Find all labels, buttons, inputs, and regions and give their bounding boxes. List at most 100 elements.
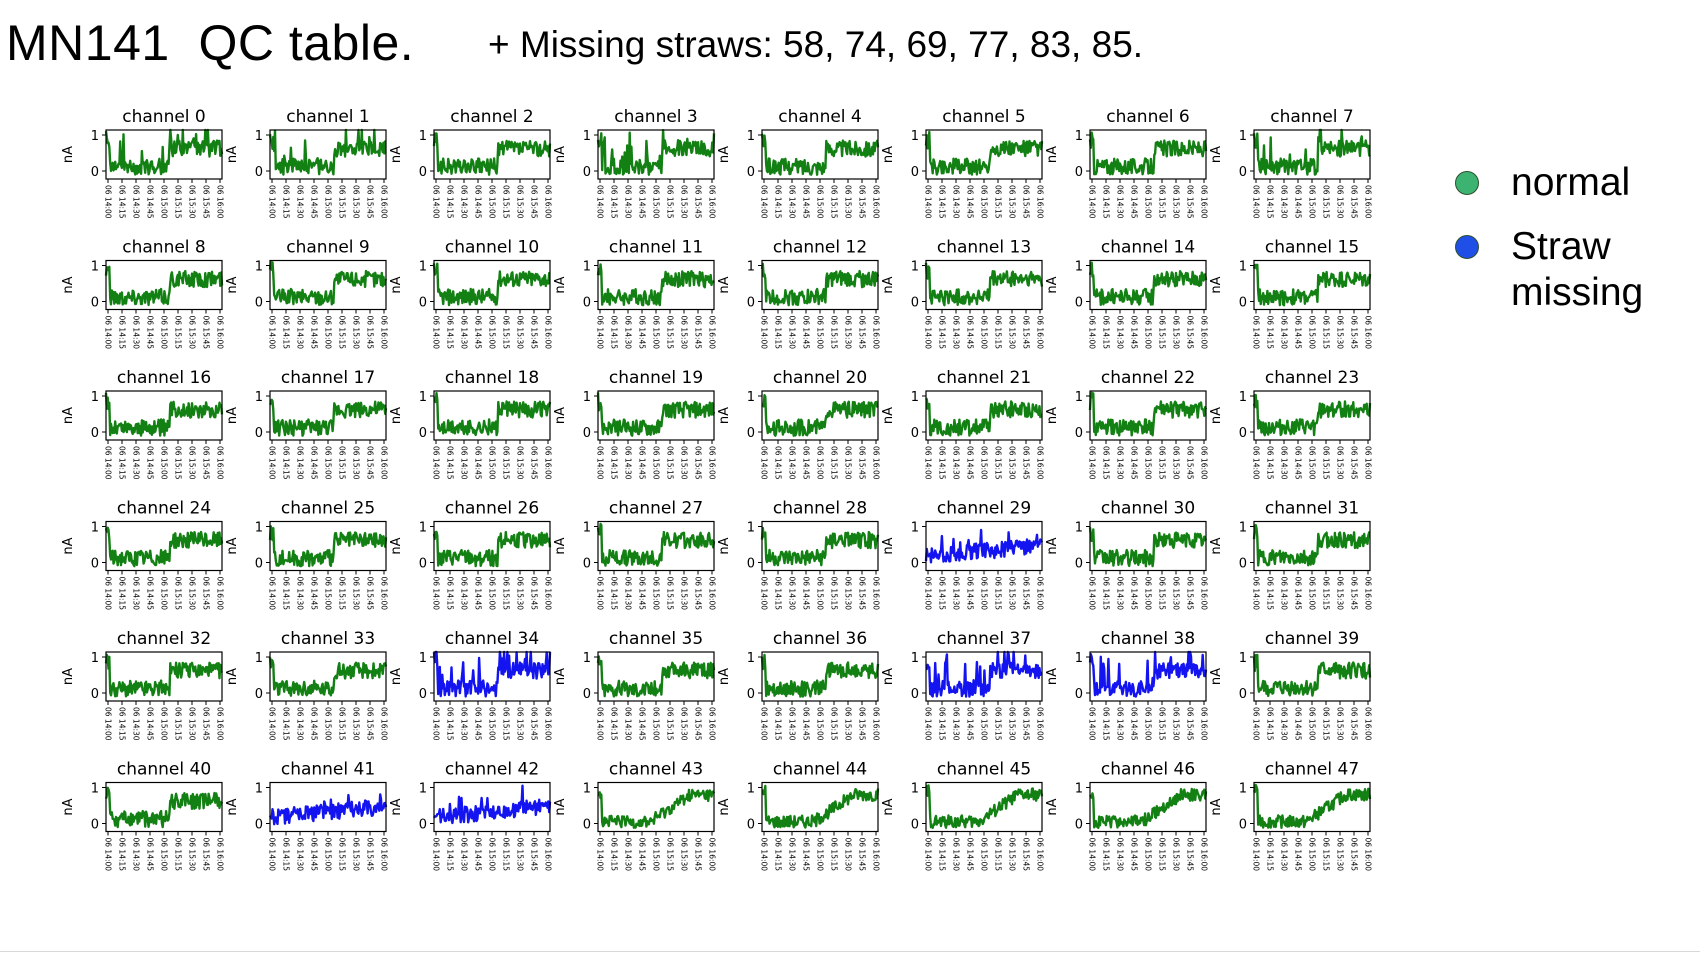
axis-label-y: nA bbox=[881, 146, 896, 163]
panel-title: channel 38 bbox=[1101, 629, 1195, 649]
axis-label-y: nA bbox=[1045, 146, 1060, 163]
x-tick-label: 06 14:00 bbox=[268, 185, 277, 219]
x-tick-label: 06 15:45 bbox=[1350, 838, 1359, 872]
x-tick-label: 06 14:15 bbox=[446, 316, 455, 350]
x-tick-label: 06 14:45 bbox=[802, 185, 811, 219]
y-tick-label: 0 bbox=[1075, 165, 1083, 180]
y-tick-label: 1 bbox=[1075, 651, 1083, 666]
axis-label-y: nA bbox=[1045, 537, 1060, 554]
y-tick-label: 1 bbox=[583, 651, 591, 666]
x-tick-label: 06 15:30 bbox=[680, 316, 689, 350]
series-line bbox=[596, 263, 715, 307]
channel-panel: channel 31 nA 1 0 06 14:00 06 14:15 06 14:30 06… bbox=[1209, 499, 1373, 611]
y-tick-label: 1 bbox=[91, 782, 99, 797]
axis-label-y: nA bbox=[553, 407, 568, 424]
x-tick-label: 06 14:00 bbox=[1088, 446, 1097, 480]
channel-panel: channel 23 nA 1 0 06 14:00 06 14:15 06 14:30 06… bbox=[1209, 368, 1373, 480]
x-tick-label: 06 14:45 bbox=[638, 446, 647, 480]
x-tick-label: 06 14:30 bbox=[460, 446, 469, 480]
panel-title: channel 33 bbox=[281, 629, 375, 649]
x-tick-label: 06 14:45 bbox=[310, 316, 319, 350]
x-tick-label: 06 15:15 bbox=[1158, 185, 1167, 219]
x-tick-label: 06 16:00 bbox=[1036, 577, 1045, 611]
x-tick-label: 06 15:30 bbox=[1336, 185, 1345, 219]
x-tick-label: 06 15:15 bbox=[502, 838, 511, 872]
x-tick-label: 06 15:30 bbox=[844, 838, 853, 872]
x-tick-label: 06 15:00 bbox=[816, 446, 825, 480]
x-tick-label: 06 15:15 bbox=[174, 446, 183, 480]
y-tick-label: 0 bbox=[747, 426, 755, 441]
x-tick-label: 06 15:45 bbox=[530, 446, 539, 480]
x-tick-label: 06 15:00 bbox=[324, 185, 333, 219]
x-tick-label: 06 14:45 bbox=[310, 446, 319, 480]
x-tick-label: 06 14:30 bbox=[1280, 838, 1289, 872]
axis-label-y: nA bbox=[1209, 668, 1224, 685]
x-tick-label: 06 16:00 bbox=[380, 838, 389, 872]
x-tick-label: 06 15:15 bbox=[994, 707, 1003, 741]
x-tick-label: 06 15:30 bbox=[844, 316, 853, 350]
series-line bbox=[104, 653, 224, 698]
plot-frame bbox=[1089, 781, 1207, 833]
x-tick-label: 06 14:45 bbox=[802, 316, 811, 350]
channel-panel: channel 21 nA 1 0 06 14:00 06 14:15 06 14:30 06… bbox=[881, 368, 1045, 480]
missing-straws-note: + Missing straws: 58, 74, 69, 77, 83, 85… bbox=[488, 24, 1144, 65]
x-tick-label: 06 14:00 bbox=[432, 316, 441, 350]
x-tick-label: 06 14:30 bbox=[1280, 707, 1289, 741]
x-tick-label: 06 14:00 bbox=[924, 707, 933, 741]
axis-label-y: nA bbox=[553, 146, 568, 163]
x-tick-label: 06 14:30 bbox=[788, 838, 797, 872]
y-tick-label: 0 bbox=[419, 818, 427, 833]
y-tick-label: 1 bbox=[1239, 260, 1247, 275]
x-tick-label: 06 14:15 bbox=[118, 707, 127, 741]
y-tick-label: 0 bbox=[419, 687, 427, 702]
y-tick-label: 1 bbox=[583, 390, 591, 405]
y-tick-label: 0 bbox=[911, 557, 919, 572]
x-tick-label: 06 15:45 bbox=[1022, 577, 1031, 611]
y-tick-label: 0 bbox=[1239, 165, 1247, 180]
x-tick-label: 06 14:15 bbox=[282, 838, 291, 872]
y-tick-label: 1 bbox=[91, 521, 99, 536]
x-tick-label: 06 16:00 bbox=[1364, 185, 1373, 219]
x-tick-label: 06 15:15 bbox=[666, 707, 675, 741]
x-tick-label: 06 14:30 bbox=[788, 577, 797, 611]
y-tick-label: 0 bbox=[1239, 557, 1247, 572]
x-tick-label: 06 15:00 bbox=[652, 185, 661, 219]
y-tick-label: 1 bbox=[583, 521, 591, 536]
legend-item-missing: Straw missing bbox=[1455, 224, 1695, 316]
axis-label-y: nA bbox=[1209, 146, 1224, 163]
x-tick-label: 06 14:30 bbox=[624, 707, 633, 741]
panel-title: channel 27 bbox=[609, 499, 703, 519]
x-tick-label: 06 15:30 bbox=[516, 707, 525, 741]
axis-label-y: nA bbox=[717, 668, 732, 685]
x-tick-label: 06 16:00 bbox=[544, 577, 553, 611]
y-tick-label: 1 bbox=[583, 260, 591, 275]
x-tick-label: 06 14:00 bbox=[596, 707, 605, 741]
axis-label-y: nA bbox=[553, 276, 568, 293]
x-tick-label: 06 14:30 bbox=[460, 316, 469, 350]
x-tick-label: 06 15:15 bbox=[174, 185, 183, 219]
qc-channel-grid: channel 0 nA 1 0 06 14:00 06 14:15 06 14:30 06 … bbox=[61, 107, 1373, 872]
x-tick-label: 06 15:00 bbox=[980, 446, 989, 480]
y-tick-label: 0 bbox=[91, 296, 99, 311]
axis-label-y: nA bbox=[61, 668, 76, 685]
x-tick-label: 06 15:45 bbox=[366, 838, 375, 872]
x-tick-label: 06 14:30 bbox=[624, 838, 633, 872]
x-tick-label: 06 14:15 bbox=[938, 577, 947, 611]
x-tick-label: 06 14:45 bbox=[310, 707, 319, 741]
y-tick-label: 1 bbox=[1075, 260, 1083, 275]
x-tick-label: 06 16:00 bbox=[1200, 185, 1209, 219]
panel-title: channel 3 bbox=[614, 107, 698, 127]
x-tick-label: 06 14:15 bbox=[446, 577, 455, 611]
x-tick-label: 06 14:30 bbox=[460, 707, 469, 741]
panel-title: channel 10 bbox=[445, 238, 539, 258]
series-line bbox=[268, 793, 388, 826]
x-tick-label: 06 15:00 bbox=[1308, 185, 1317, 219]
x-tick-label: 06 14:30 bbox=[788, 316, 797, 350]
channel-panel: channel 26 nA 1 0 06 14:00 06 14:15 06 14:30 06… bbox=[389, 499, 553, 611]
x-tick-label: 06 14:45 bbox=[1294, 185, 1303, 219]
channel-panel: channel 35 nA 1 0 06 14:00 06 14:15 06 14:30 06… bbox=[553, 629, 717, 741]
x-tick-label: 06 14:45 bbox=[474, 446, 483, 480]
y-tick-label: 1 bbox=[419, 129, 427, 144]
y-tick-label: 0 bbox=[1075, 557, 1083, 572]
y-tick-label: 0 bbox=[91, 426, 99, 441]
